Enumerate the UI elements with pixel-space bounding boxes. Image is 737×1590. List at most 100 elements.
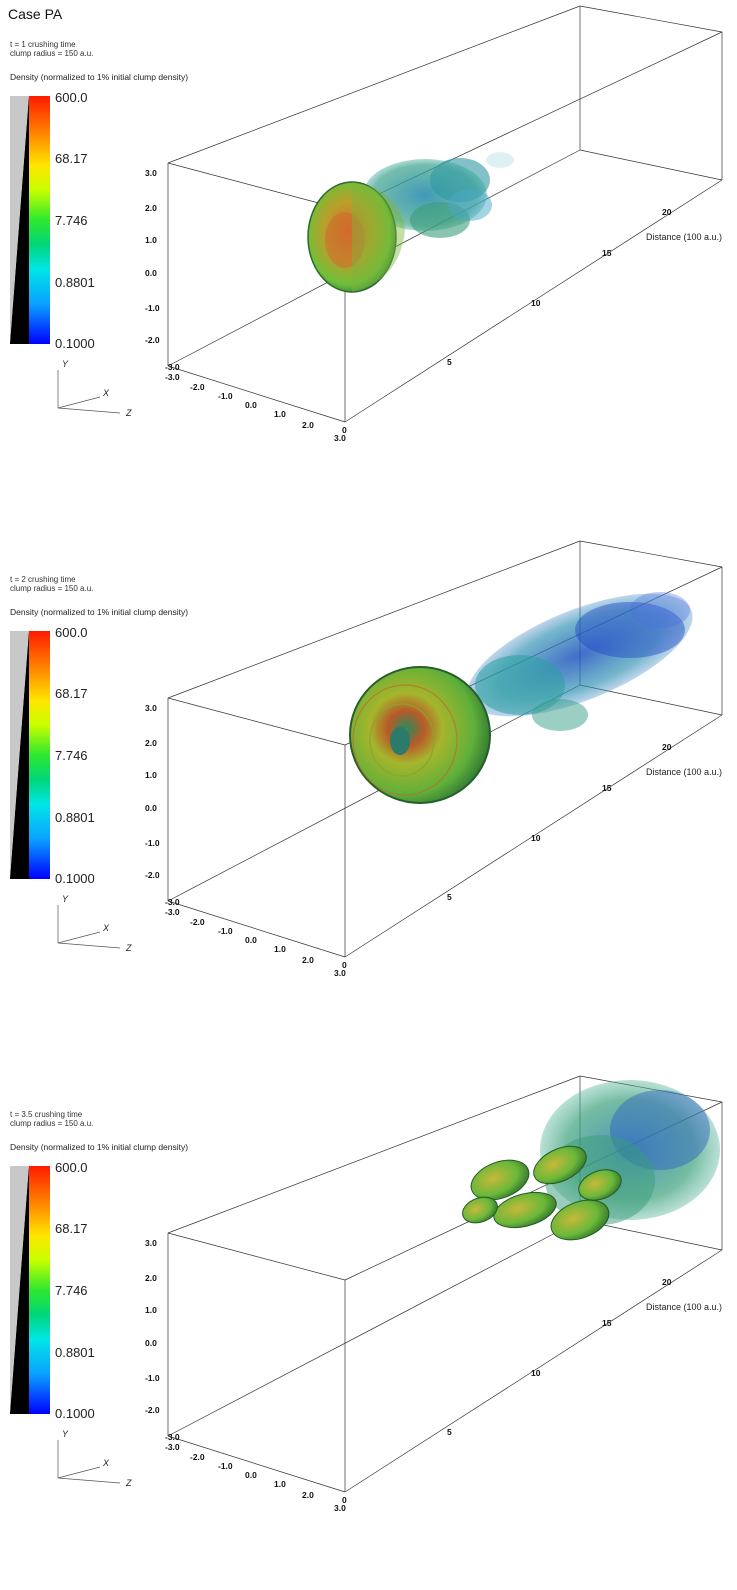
distance-axis-label: Distance (100 a.u.): [646, 232, 722, 242]
colorbar-label-3: 7.746: [55, 213, 88, 228]
x-tick: -1.0: [218, 926, 233, 936]
z-tick: 15: [602, 1318, 612, 1328]
triad-x-label: X: [102, 388, 110, 398]
z-tick: 10: [531, 833, 541, 843]
z-tick: 15: [602, 248, 612, 258]
volume-render-scene: 3.0 2.0 1.0 0.0 -1.0 -2.0 -3.0 -3.0 -2.0…: [57, 1075, 723, 1513]
z-tick: 5: [447, 1427, 452, 1437]
density-label: Density (normalized to 1% initial clump …: [10, 72, 189, 82]
z-tick: 10: [531, 298, 541, 308]
z-axis-ticks: 0 5 10 15 20 Distance (100 a.u.): [342, 742, 722, 970]
colorbar-label-max: 600.0: [55, 1160, 88, 1175]
triad-x-label: X: [102, 1458, 110, 1468]
colorbar-label-min: 0.1000: [55, 1406, 95, 1421]
radius-text: clump radius = 150 a.u.: [10, 49, 94, 58]
density-label: Density (normalized to 1% initial clump …: [10, 1142, 189, 1152]
z-tick: 20: [662, 742, 672, 752]
x-tick: 1.0: [274, 409, 286, 419]
x-tick: -1.0: [218, 1461, 233, 1471]
x-tick: 2.0: [302, 420, 314, 430]
opacity-ramp: [10, 1166, 29, 1414]
y-tick: -1.0: [145, 303, 160, 313]
y-axis-ticks: 3.0 2.0 1.0 0.0 -1.0 -2.0 -3.0: [145, 168, 180, 372]
x-axis-ticks: -3.0 -2.0 -1.0 0.0 1.0 2.0 3.0: [165, 372, 346, 443]
x-tick: 2.0: [302, 955, 314, 965]
y-tick: 1.0: [145, 1305, 157, 1315]
z-tick: 5: [447, 357, 452, 367]
distance-axis-label: Distance (100 a.u.): [646, 1302, 722, 1312]
z-axis-ticks: 0 5 10 15 20 Distance (100 a.u.): [342, 207, 722, 435]
z-tick: 0: [342, 960, 347, 970]
panel-t3: t = 3.5 crushing time clump radius = 150…: [0, 1070, 737, 1590]
density-tail: [467, 592, 693, 731]
time-text: t = 2 crushing time: [10, 575, 76, 584]
orientation-triad: [57, 1440, 121, 1484]
triad-z-label: Z: [125, 408, 132, 418]
x-tick: -2.0: [190, 1452, 205, 1462]
x-tick: -2.0: [190, 382, 205, 392]
colorbar-label-4: 0.8801: [55, 275, 95, 290]
y-tick: 0.0: [145, 268, 157, 278]
triad-x-label: X: [102, 923, 110, 933]
y-tick: -1.0: [145, 1373, 160, 1383]
z-tick: 20: [662, 207, 672, 217]
y-tick: 3.0: [145, 1238, 157, 1248]
y-tick: 2.0: [145, 738, 157, 748]
x-tick: 0.0: [245, 400, 257, 410]
case-title: Case PA: [8, 6, 63, 22]
color-ramp: [29, 1166, 50, 1414]
x-tick: 3.0: [334, 968, 346, 978]
x-tick: 3.0: [334, 1503, 346, 1513]
triad-y-label: Y: [62, 1429, 69, 1439]
x-tick: 0.0: [245, 935, 257, 945]
x-tick: -3.0: [165, 372, 180, 382]
z-tick: 0: [342, 1495, 347, 1505]
z-tick: 20: [662, 1277, 672, 1287]
orientation-triad: [57, 905, 121, 949]
z-tick: 15: [602, 783, 612, 793]
y-tick: -3.0: [165, 362, 180, 372]
y-tick: 3.0: [145, 168, 157, 178]
colorbar-label-4: 0.8801: [55, 810, 95, 825]
x-tick: 0.0: [245, 1470, 257, 1480]
y-axis-ticks: 3.0 2.0 1.0 0.0 -1.0 -2.0 -3.0: [145, 703, 180, 907]
y-tick: -3.0: [165, 897, 180, 907]
y-axis-ticks: 3.0 2.0 1.0 0.0 -1.0 -2.0 -3.0: [145, 1238, 180, 1442]
colorbar-label-2: 68.17: [55, 1221, 88, 1236]
x-tick: 3.0: [334, 433, 346, 443]
time-text: t = 3.5 crushing time: [10, 1110, 83, 1119]
orientation-triad: [57, 370, 121, 414]
x-tick: 1.0: [274, 944, 286, 954]
triad-y-label: Y: [62, 359, 69, 369]
time-info: t = 2 crushing time clump radius = 150 a…: [10, 575, 93, 593]
time-info: t = 1 crushing time clump radius = 150 a…: [10, 40, 93, 58]
volume-render-scene: 3.0 2.0 1.0 0.0 -1.0 -2.0 -3.0 -3.0 -2.0…: [57, 5, 723, 443]
colorbar-label-4: 0.8801: [55, 1345, 95, 1360]
colorbar-label-2: 68.17: [55, 686, 88, 701]
colorbar-label-min: 0.1000: [55, 871, 95, 886]
colorbar-label-3: 7.746: [55, 748, 88, 763]
x-axis-ticks: -3.0 -2.0 -1.0 0.0 1.0 2.0 3.0: [165, 907, 346, 978]
x-tick: -3.0: [165, 907, 180, 917]
y-tick: 1.0: [145, 770, 157, 780]
opacity-ramp: [10, 96, 29, 344]
colorbar-label-2: 68.17: [55, 151, 88, 166]
x-tick: 1.0: [274, 1479, 286, 1489]
triad-y-label: Y: [62, 894, 69, 904]
z-tick: 5: [447, 892, 452, 902]
dense-clump: [307, 181, 405, 293]
triad-z-label: Z: [125, 1478, 132, 1488]
x-tick: 2.0: [302, 1490, 314, 1500]
panel-t2: t = 2 crushing time clump radius = 150 a…: [0, 535, 737, 1055]
triad-z-label: Z: [125, 943, 132, 953]
dense-clump: [349, 666, 491, 804]
color-ramp: [29, 96, 50, 344]
z-tick: 10: [531, 1368, 541, 1378]
z-axis-ticks: 0 5 10 15 20 Distance (100 a.u.): [342, 1277, 722, 1505]
x-axis-ticks: -3.0 -2.0 -1.0 0.0 1.0 2.0 3.0: [165, 1442, 346, 1513]
y-tick: -2.0: [145, 870, 160, 880]
y-tick: 1.0: [145, 235, 157, 245]
y-tick: 2.0: [145, 203, 157, 213]
y-tick: -1.0: [145, 838, 160, 848]
y-tick: -2.0: [145, 335, 160, 345]
